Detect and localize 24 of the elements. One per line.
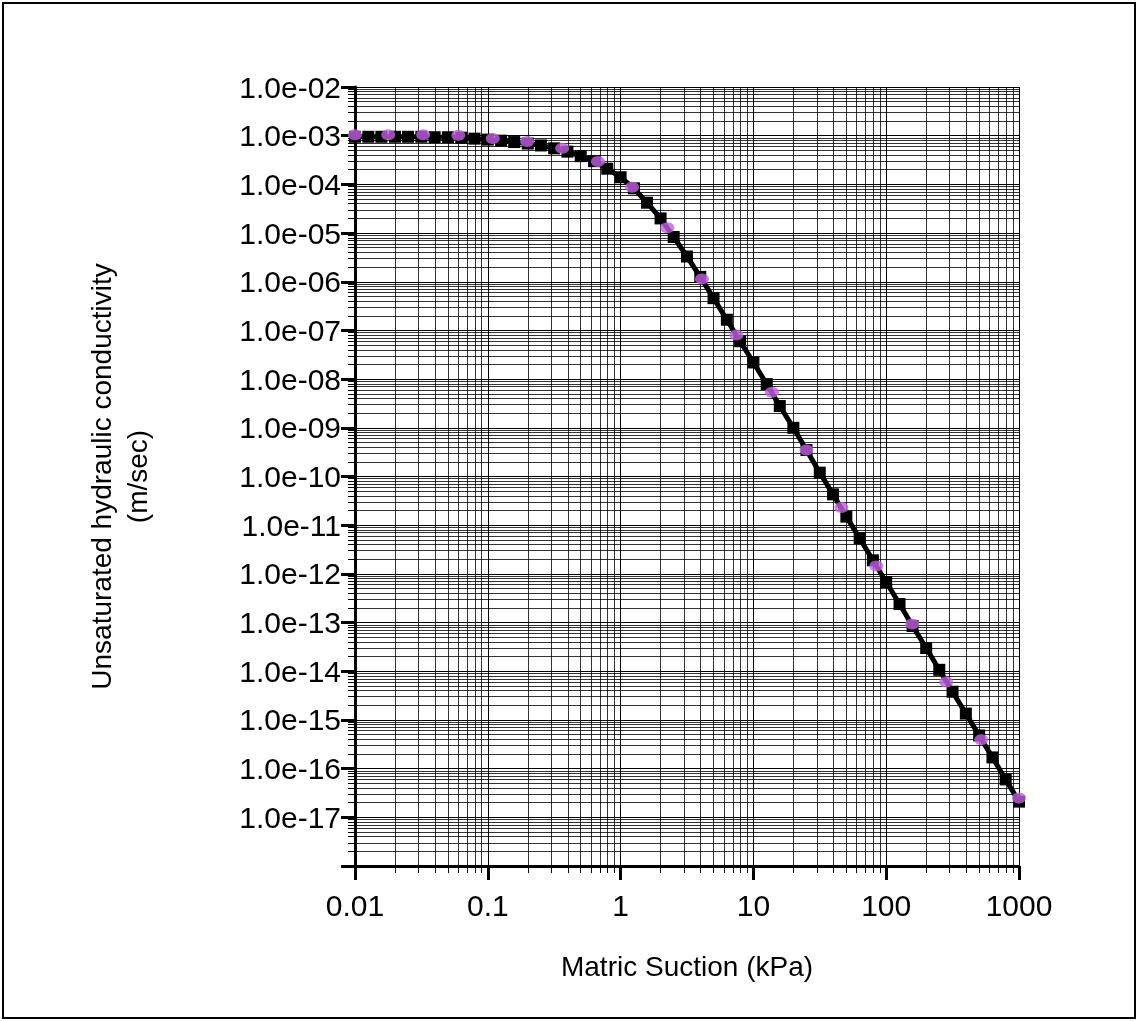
- y-tick-label: 1.0e-02: [239, 70, 341, 104]
- x-axis-title: Matric Suction (kPa): [560, 950, 814, 982]
- y-tick-label: 1.0e-16: [239, 752, 341, 786]
- y-tick-label: 1.0e-14: [239, 654, 341, 688]
- y-tick-label: 1.0e-07: [239, 313, 341, 347]
- x-tick-label: 1: [612, 888, 629, 922]
- y-tick-label: 1.0e-03: [239, 119, 341, 153]
- y-tick-label: 1.0e-09: [239, 411, 341, 445]
- x-tick-label: 1000: [985, 888, 1053, 922]
- y-tick-label: 1.0e-17: [239, 800, 341, 834]
- x-tick-label: 10: [736, 888, 771, 922]
- x-tick-label: 100: [861, 888, 912, 922]
- y-tick-label: 1.0e-05: [239, 216, 341, 250]
- y-tick-label: 1.0e-06: [239, 265, 341, 299]
- y-tick-label: 1.0e-11: [241, 508, 341, 542]
- y-axis-title: Unsaturated hydraulic conductivity (m/sec): [85, 263, 153, 690]
- x-tick-label: 0.1: [466, 888, 509, 922]
- y-tick-label: 1.0e-15: [239, 703, 341, 737]
- x-tick-label: 0.01: [325, 888, 385, 922]
- y-tick-label: 1.0e-13: [239, 606, 341, 640]
- y-tick-label: 1.0e-04: [239, 167, 341, 201]
- y-tick-label: 1.0e-10: [239, 460, 341, 493]
- y-tick-label: 1.0e-12: [239, 557, 341, 591]
- y-tick-label: 1.0e-08: [239, 362, 341, 396]
